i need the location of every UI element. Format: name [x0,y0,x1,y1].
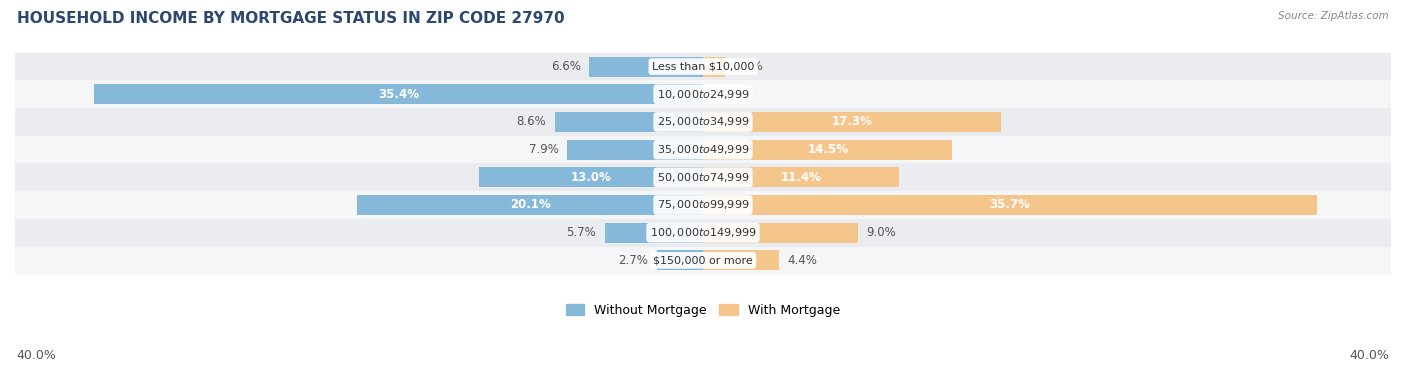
Text: 14.5%: 14.5% [807,143,848,156]
Bar [15,164,1391,191]
Text: 5.7%: 5.7% [567,226,596,239]
Text: $35,000 to $49,999: $35,000 to $49,999 [657,143,749,156]
Text: HOUSEHOLD INCOME BY MORTGAGE STATUS IN ZIP CODE 27970: HOUSEHOLD INCOME BY MORTGAGE STATUS IN Z… [17,11,564,26]
Text: 8.6%: 8.6% [517,115,547,129]
Text: $50,000 to $74,999: $50,000 to $74,999 [657,171,749,184]
Text: $100,000 to $149,999: $100,000 to $149,999 [650,226,756,239]
Text: 20.1%: 20.1% [510,199,551,211]
Bar [703,223,858,243]
Text: 40.0%: 40.0% [17,349,56,362]
Text: 17.3%: 17.3% [831,115,872,129]
Text: 9.0%: 9.0% [866,226,896,239]
Bar [15,247,1391,274]
Text: $75,000 to $99,999: $75,000 to $99,999 [657,199,749,211]
Text: 1.3%: 1.3% [734,60,763,73]
Text: 7.9%: 7.9% [529,143,558,156]
Text: $10,000 to $24,999: $10,000 to $24,999 [657,88,749,101]
Bar [703,112,1001,132]
Bar [15,53,1391,80]
Bar [703,167,898,187]
Text: Less than $10,000: Less than $10,000 [652,61,754,72]
Text: $150,000 or more: $150,000 or more [654,255,752,265]
Bar [703,57,725,77]
Text: 6.6%: 6.6% [551,60,581,73]
Text: 35.4%: 35.4% [378,88,419,101]
Bar [15,80,1391,108]
Text: 4.4%: 4.4% [787,254,817,267]
Bar [15,136,1391,164]
Text: 11.4%: 11.4% [780,171,821,184]
Text: 40.0%: 40.0% [1350,349,1389,362]
Text: $25,000 to $34,999: $25,000 to $34,999 [657,115,749,129]
Bar [94,84,703,104]
Bar [605,223,703,243]
Text: 0.0%: 0.0% [711,88,741,101]
Bar [703,139,952,159]
Text: Source: ZipAtlas.com: Source: ZipAtlas.com [1278,11,1389,21]
Bar [657,250,703,270]
Bar [479,167,703,187]
Bar [703,195,1317,215]
Legend: Without Mortgage, With Mortgage: Without Mortgage, With Mortgage [565,304,841,317]
Bar [15,219,1391,247]
Bar [589,57,703,77]
Text: 13.0%: 13.0% [571,171,612,184]
Text: 35.7%: 35.7% [990,199,1031,211]
Bar [567,139,703,159]
Bar [15,191,1391,219]
Bar [703,250,779,270]
Bar [555,112,703,132]
Text: 2.7%: 2.7% [619,254,648,267]
Bar [15,108,1391,136]
Bar [357,195,703,215]
